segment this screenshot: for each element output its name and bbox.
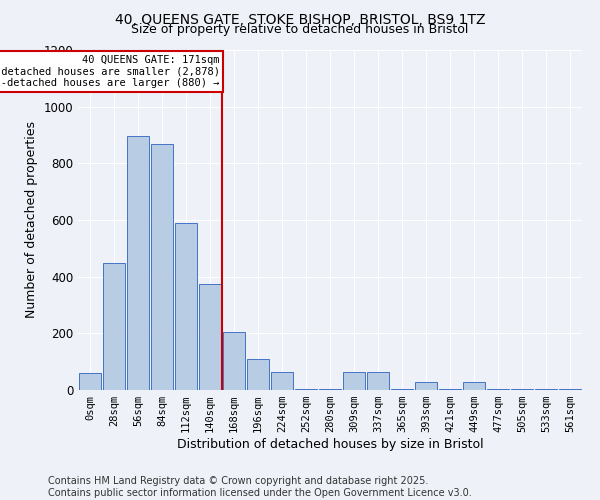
Bar <box>175 223 197 390</box>
Bar <box>415 382 437 390</box>
Bar <box>103 262 125 390</box>
Bar <box>535 388 557 390</box>
Bar <box>271 372 293 390</box>
Bar <box>295 388 317 390</box>
Bar <box>79 373 101 390</box>
Bar <box>439 388 461 390</box>
Bar <box>247 359 269 390</box>
Bar <box>223 332 245 390</box>
Bar <box>343 372 365 390</box>
Bar <box>463 382 485 390</box>
Bar <box>319 388 341 390</box>
Bar <box>127 136 149 390</box>
Bar <box>367 372 389 390</box>
Bar <box>199 284 221 390</box>
Text: Contains HM Land Registry data © Crown copyright and database right 2025.
Contai: Contains HM Land Registry data © Crown c… <box>48 476 472 498</box>
Bar <box>151 144 173 390</box>
Bar <box>559 388 581 390</box>
X-axis label: Distribution of detached houses by size in Bristol: Distribution of detached houses by size … <box>176 438 484 451</box>
Bar <box>487 388 509 390</box>
Y-axis label: Number of detached properties: Number of detached properties <box>25 122 38 318</box>
Text: 40, QUEENS GATE, STOKE BISHOP, BRISTOL, BS9 1TZ: 40, QUEENS GATE, STOKE BISHOP, BRISTOL, … <box>115 12 485 26</box>
Text: Size of property relative to detached houses in Bristol: Size of property relative to detached ho… <box>131 22 469 36</box>
Bar <box>511 388 533 390</box>
Text: 40 QUEENS GATE: 171sqm
← 76% of detached houses are smaller (2,878)
23% of semi-: 40 QUEENS GATE: 171sqm ← 76% of detached… <box>0 55 220 88</box>
Bar <box>391 388 413 390</box>
